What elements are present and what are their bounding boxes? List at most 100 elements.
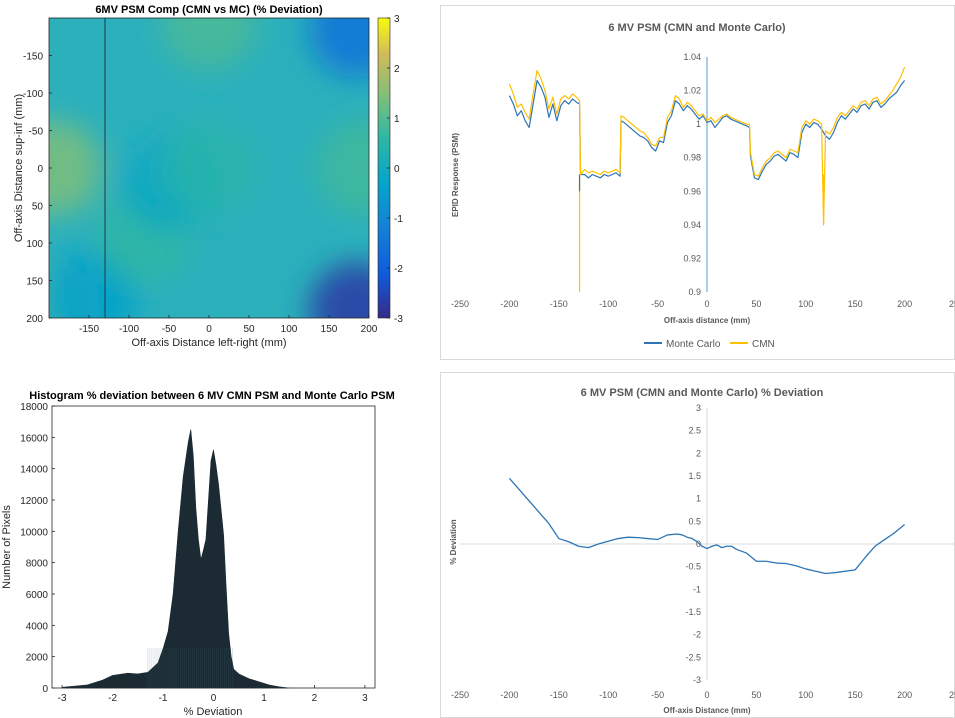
dev-y-tick-label: 2.5 — [688, 426, 701, 436]
histogram-x-tick-label: 0 — [211, 693, 217, 704]
heatmap-y-tick-label: 100 — [26, 239, 43, 250]
psm-y-tick-label: 1.04 — [683, 52, 701, 62]
psm-y-tick-label: 1.02 — [683, 86, 701, 96]
psm-x-tick-label: 200 — [897, 299, 912, 309]
histogram-x-tick-label: 2 — [312, 693, 318, 704]
colorbar-tick-label: 1 — [394, 114, 400, 125]
psm-chart-border — [440, 5, 955, 360]
psm-x-tick-label: 25 — [949, 299, 955, 309]
heatmap-y-tick-label: 50 — [32, 202, 44, 213]
heatmap-y-label: Off-axis Distance sup-inf (mm) — [13, 94, 25, 242]
psm-x-tick-label: -200 — [500, 299, 518, 309]
dev-y-tick-label: 2 — [696, 448, 701, 458]
psm-y-label: EPID Response (PSM) — [451, 133, 460, 217]
heatmap-x-tick-label: 0 — [206, 324, 212, 335]
dev-x-tick-label: -100 — [599, 690, 617, 700]
heatmap-x-tick-label: -150 — [79, 324, 99, 335]
psm-chart-title: 6 MV PSM (CMN and Monte Carlo) — [608, 22, 786, 34]
psm-line-chart: 6 MV PSM (CMN and Monte Carlo) 0.9 0.92 0.… — [440, 5, 955, 360]
dev-x-tick-label: -150 — [550, 690, 568, 700]
histogram-x-tick-label: -2 — [108, 693, 117, 704]
deviation-line-chart: 6 MV PSM (CMN and Monte Carlo) % Deviati… — [440, 372, 955, 718]
histogram-y-tick-label: 16000 — [20, 433, 48, 444]
dev-y-tick-label: -2.5 — [685, 652, 701, 662]
dev-x-tick-label: 50 — [751, 690, 761, 700]
histogram-y-label: Number of Pixels — [1, 505, 13, 589]
heatmap-hotspot — [317, 120, 369, 216]
histogram-y-tick-label: 18000 — [20, 402, 48, 413]
heatmap-y-tick-label: 0 — [37, 164, 43, 175]
heatmap-hotspot — [161, 18, 257, 70]
heatmap-x-tick-label: -100 — [119, 324, 139, 335]
histogram-bars — [61, 429, 290, 689]
heatmap-y-tick-label: 150 — [26, 277, 43, 288]
legend-monte-carlo-label: Monte Carlo — [666, 339, 721, 350]
dev-y-tick-label: -1 — [693, 584, 701, 594]
psm-x-label: Off-axis distance (mm) — [664, 316, 751, 325]
psm-series-monte-carlo-line — [508, 79, 906, 181]
dev-y-tick-label: -2 — [693, 630, 701, 640]
heatmap-y-tick-label: -150 — [23, 52, 43, 63]
colorbar-tick-label: -3 — [394, 314, 403, 325]
dev-y-tick-label: 1.5 — [688, 471, 701, 481]
psm-x-tick-label: 100 — [798, 299, 813, 309]
heatmap-x-tick-label: 50 — [243, 324, 255, 335]
dev-x-tick-label: 0 — [704, 690, 709, 700]
histogram-y-tick-label: 2000 — [26, 653, 49, 664]
heatmap-x-label: Off-axis Distance left-right (mm) — [131, 337, 286, 349]
histogram-x-label: % Deviation — [184, 706, 243, 718]
colorbar-tick-label: 2 — [394, 64, 400, 75]
legend-cmn-label: CMN — [752, 339, 775, 350]
psm-y-tick-label: 1 — [696, 119, 701, 129]
dev-y-tick-label: 3 — [696, 403, 701, 413]
histogram-y-tick-label: 12000 — [20, 496, 48, 507]
dev-y-tick-label: -0.5 — [685, 562, 701, 572]
dev-x-tick-label: -250 — [451, 690, 469, 700]
dev-x-tick-label: 25 — [949, 690, 955, 700]
psm-x-tick-label: -50 — [651, 299, 664, 309]
heatmap-hotspot — [309, 18, 369, 78]
histogram-x-tick-label: 1 — [261, 693, 267, 704]
heatmap-hotspot — [161, 120, 257, 216]
heatmap-x-tick-label: -50 — [162, 324, 177, 335]
psm-x-tick-label: -150 — [550, 299, 568, 309]
deviation-series-line — [508, 477, 906, 575]
colorbar-tick-label: 0 — [394, 164, 400, 175]
dev-y-tick-label: 0.5 — [688, 516, 701, 526]
psm-y-tick-label: 0.98 — [683, 153, 701, 163]
histogram-x-tick-label: -3 — [58, 693, 67, 704]
dev-x-tick-label: -200 — [500, 690, 518, 700]
dev-y-tick-label: -3 — [693, 675, 701, 685]
psm-x-tick-label: 0 — [704, 299, 709, 309]
histogram-x-tick-label: 3 — [362, 693, 368, 704]
heatmap-hotspot — [49, 120, 101, 216]
psm-y-tick-label: 0.9 — [688, 287, 701, 297]
histogram-y-tick-label: 6000 — [26, 590, 49, 601]
psm-legend: Monte Carlo CMN — [644, 339, 775, 350]
colorbar-tick-label: -1 — [394, 214, 403, 225]
psm-x-tick-label: 150 — [848, 299, 863, 309]
heatmap-y-tick-label: 200 — [26, 314, 43, 325]
psm-x-tick-label: -250 — [451, 299, 469, 309]
heatmap-x-tick-label: 200 — [361, 324, 378, 335]
heatmap-hotspot — [309, 262, 369, 318]
deviation-chart-title: 6 MV PSM (CMN and Monte Carlo) % Deviati… — [581, 387, 824, 399]
histogram-x-tick-label: -1 — [159, 693, 168, 704]
psm-y-tick-label: 0.94 — [683, 220, 701, 230]
psm-y-tick-label: 0.96 — [683, 186, 701, 196]
histogram-y-tick-label: 8000 — [26, 559, 49, 570]
psm-y-tick-label: 0.92 — [683, 253, 701, 263]
dev-x-tick-label: 150 — [848, 690, 863, 700]
psm-series-cmn-line — [508, 66, 906, 226]
dev-x-tick-label: 200 — [897, 690, 912, 700]
dev-x-tick-label: 100 — [798, 690, 813, 700]
histogram-chart: Histogram % deviation between 6 MV CMN P… — [1, 390, 395, 718]
dev-y-tick-label: 0 — [696, 539, 701, 549]
histogram-y-tick-label: 14000 — [20, 465, 48, 476]
colorbar-tick-label: -2 — [394, 264, 403, 275]
histogram-y-tick-label: 0 — [42, 684, 48, 695]
heatmap-y-tick-label: -100 — [23, 89, 43, 100]
deviation-x-label: Off-axis Distance (mm) — [663, 706, 750, 715]
psm-x-tick-label: -100 — [599, 299, 617, 309]
histogram-y-tick-label: 4000 — [26, 621, 49, 632]
